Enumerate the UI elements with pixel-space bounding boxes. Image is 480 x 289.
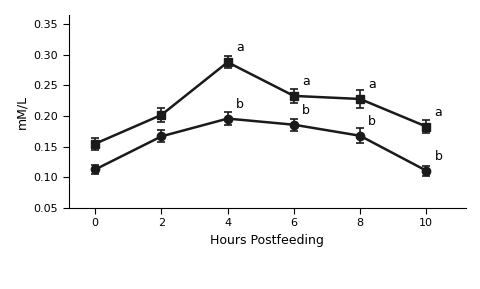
Text: b: b [235,98,243,111]
X-axis label: Hours Postfeeding: Hours Postfeeding [210,234,324,247]
Text: a: a [235,41,243,54]
Y-axis label: mM/L: mM/L [15,95,28,129]
Text: a: a [301,75,309,88]
Text: a: a [368,78,375,91]
Legend: HR*, LR**: HR*, LR** [189,288,345,289]
Text: a: a [433,105,442,118]
Text: b: b [433,150,442,163]
Text: b: b [368,115,375,128]
Text: b: b [301,104,309,117]
